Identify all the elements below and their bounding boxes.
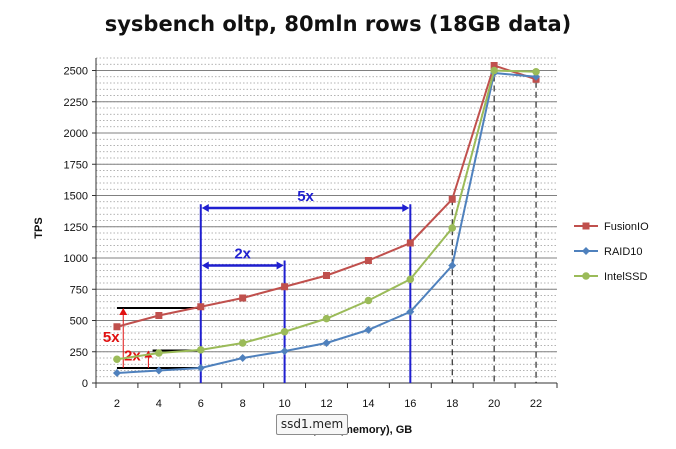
data-point [490,66,498,75]
y-tick-label: 2250 [64,97,88,109]
arrow-head [201,204,209,212]
y-tick-label: 1000 [64,253,88,265]
x-tick-label: 10 [278,398,290,410]
data-point [322,339,331,347]
y-tick-label: 1500 [64,191,88,203]
x-tick-label: 18 [446,398,458,410]
data-point [113,355,121,364]
arrow-head [201,261,209,270]
data-point [448,224,457,232]
series-fusionio [113,62,540,331]
series-raid10 [112,69,541,377]
legend-label: FusionIO [604,221,649,233]
x-tick-label: 12 [320,398,332,410]
data-point [112,369,121,377]
arrow-head [402,204,410,212]
data-point [406,275,415,284]
series-layer [112,62,541,377]
data-point [406,307,415,316]
series-line [116,64,537,328]
x-tick-label: 14 [362,398,374,410]
data-point [197,303,205,311]
x-tick-label: 2 [114,398,120,410]
y-tick-label: 0 [82,378,88,390]
tooltip: ssd1.mem [276,414,348,435]
data-point [196,364,205,372]
legend-label: RAID10 [604,246,643,258]
arrow-head [119,308,128,315]
data-point [582,247,590,255]
y-tick-label: 1250 [64,222,88,234]
axes [92,58,558,388]
data-point [280,327,289,336]
legend-item: IntelSSD [574,271,647,283]
data-point [196,346,205,354]
y-tick-label: 750 [70,284,88,296]
x-tick-label: 8 [240,398,246,410]
y-tick-label: 250 [70,347,88,359]
legend-item: RAID10 [574,246,643,258]
annotation-label: 2x [234,246,251,263]
chart-title: sysbench oltp, 80mln rows (18GB data) [104,12,572,36]
series-line [116,71,537,374]
data-point [364,257,372,264]
data-point [322,314,331,323]
data-point [113,323,121,331]
data-point [532,67,540,76]
x-tick-label: 20 [488,398,500,410]
data-point [238,354,247,362]
data-point [364,296,373,305]
data-point [323,272,330,279]
data-point [490,62,498,69]
legend-item: FusionIO [574,221,649,233]
data-point [280,347,289,356]
legend-label: IntelSSD [604,271,647,283]
annotation-label: 5x [297,188,314,205]
arrow-head [276,261,284,270]
tick-labels: 0 250 500 750 1000 1250 1500 1750 2000 2250 2500 2 4… [64,66,543,411]
data-point [364,325,373,334]
annotation-label: 5x [103,329,120,346]
y-axis-title: TPS [33,217,45,238]
x-tick-label: 4 [156,398,162,410]
y-tick-label: 2500 [64,66,88,78]
y-tick-label: 500 [70,316,88,328]
data-point [281,283,289,291]
data-point [582,272,590,280]
data-point [239,294,247,302]
data-point [154,366,163,375]
data-point [406,239,414,247]
data-point [448,195,456,203]
data-point [582,222,590,230]
series-intelssd [113,66,540,364]
x-tick-label: 22 [530,398,542,410]
y-tick-label: 2000 [64,128,88,140]
data-point [155,349,163,357]
x-tick-label: 16 [404,398,416,410]
y-tick-label: 1750 [64,159,88,171]
data-point [238,339,247,347]
data-point [155,312,163,319]
data-point [448,261,457,270]
x-tick-label: 6 [198,398,204,410]
legend: FusionIO RAID10 IntelSSD [574,221,649,283]
